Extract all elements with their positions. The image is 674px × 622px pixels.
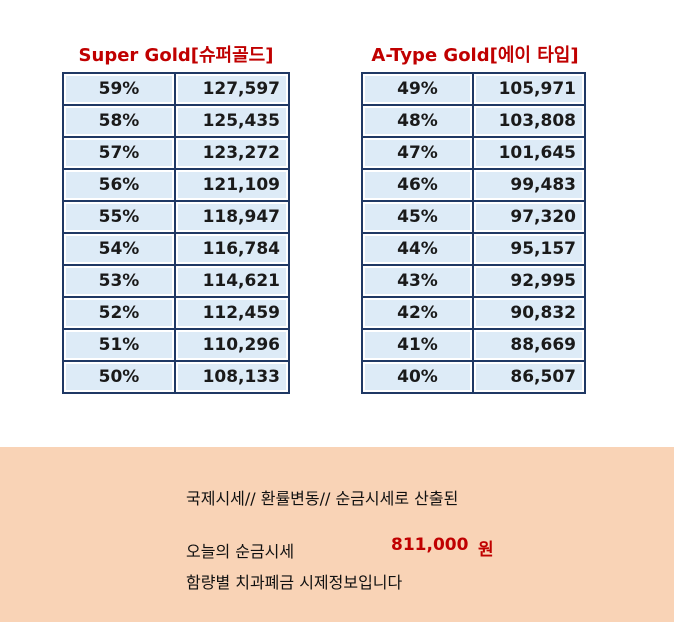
purity-cell: 44% (362, 233, 473, 265)
table-row: 54% 116,784 (63, 233, 289, 265)
table-row: 47% 101,645 (362, 137, 585, 169)
a-type-gold-table: 49% 105,971 48% 103,808 47% 101,645 46% 99,483 4… (361, 72, 586, 394)
table-row: 51% 110,296 (63, 329, 289, 361)
price-cell: 103,808 (473, 105, 585, 137)
purity-cell: 58% (63, 105, 175, 137)
purity-cell: 59% (63, 73, 175, 105)
price-cell: 118,947 (175, 201, 289, 233)
info-line-scrap: 함량별 치과폐금 시제정보입니다 (186, 573, 403, 592)
table-row: 48% 103,808 (362, 105, 585, 137)
price-cell: 114,621 (175, 265, 289, 297)
today-gold-unit: 원 (478, 540, 494, 560)
purity-cell: 57% (63, 137, 175, 169)
price-cell: 110,296 (175, 329, 289, 361)
info-line-source: 국제시세// 환률변동// 순금시세로 산출된 (186, 489, 459, 508)
price-cell: 97,320 (473, 201, 585, 233)
table-row: 45% 97,320 (362, 201, 585, 233)
price-cell: 112,459 (175, 297, 289, 329)
purity-cell: 42% (362, 297, 473, 329)
purity-cell: 46% (362, 169, 473, 201)
purity-cell: 54% (63, 233, 175, 265)
a-type-gold-title: A-Type Gold[에이 타입] (371, 45, 579, 66)
price-cell: 92,995 (473, 265, 585, 297)
today-gold-price: 811,000 (391, 535, 469, 555)
price-cell: 121,109 (175, 169, 289, 201)
price-cell: 90,832 (473, 297, 585, 329)
table-row: 43% 92,995 (362, 265, 585, 297)
purity-cell: 48% (362, 105, 473, 137)
table-row: 53% 114,621 (63, 265, 289, 297)
purity-cell: 49% (362, 73, 473, 105)
table-row: 42% 90,832 (362, 297, 585, 329)
purity-cell: 51% (63, 329, 175, 361)
purity-cell: 40% (362, 361, 473, 393)
price-cell: 105,971 (473, 73, 585, 105)
price-cell: 108,133 (175, 361, 289, 393)
price-cell: 127,597 (175, 73, 289, 105)
purity-cell: 41% (362, 329, 473, 361)
super-gold-table: 59% 127,597 58% 125,435 57% 123,272 56% 121,109… (62, 72, 290, 394)
table-row: 50% 108,133 (63, 361, 289, 393)
table-row: 52% 112,459 (63, 297, 289, 329)
price-cell: 125,435 (175, 105, 289, 137)
purity-cell: 43% (362, 265, 473, 297)
table-row: 55% 118,947 (63, 201, 289, 233)
purity-cell: 47% (362, 137, 473, 169)
super-gold-title: Super Gold[슈퍼골드] (78, 45, 274, 66)
table-row: 44% 95,157 (362, 233, 585, 265)
table-row: 46% 99,483 (362, 169, 585, 201)
price-cell: 101,645 (473, 137, 585, 169)
table-row: 41% 88,669 (362, 329, 585, 361)
price-cell: 123,272 (175, 137, 289, 169)
price-cell: 95,157 (473, 233, 585, 265)
purity-cell: 56% (63, 169, 175, 201)
purity-cell: 50% (63, 361, 175, 393)
price-info-box: 국제시세// 환률변동// 순금시세로 산출된 오늘의 순금시세 811,000… (0, 447, 674, 622)
today-gold-label: 오늘의 순금시세 (186, 542, 295, 561)
price-cell: 86,507 (473, 361, 585, 393)
table-row: 40% 86,507 (362, 361, 585, 393)
price-cell: 116,784 (175, 233, 289, 265)
purity-cell: 52% (63, 297, 175, 329)
price-cell: 88,669 (473, 329, 585, 361)
purity-cell: 55% (63, 201, 175, 233)
table-row: 49% 105,971 (362, 73, 585, 105)
table-row: 56% 121,109 (63, 169, 289, 201)
price-cell: 99,483 (473, 169, 585, 201)
table-row: 59% 127,597 (63, 73, 289, 105)
table-row: 58% 125,435 (63, 105, 289, 137)
purity-cell: 45% (362, 201, 473, 233)
table-row: 57% 123,272 (63, 137, 289, 169)
purity-cell: 53% (63, 265, 175, 297)
